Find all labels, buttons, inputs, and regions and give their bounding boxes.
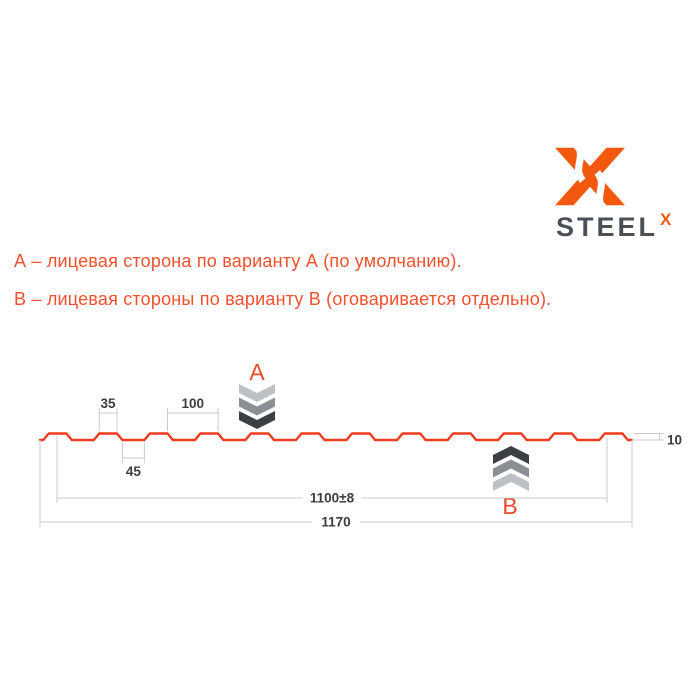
dimension-height: 10: [632, 433, 682, 448]
chevron-down-icon: [239, 411, 275, 429]
logo-brand-text: STEEL: [556, 212, 659, 242]
logo-s-cut-upper: [575, 147, 586, 183]
logo-s-cut-lower: [594, 170, 605, 206]
dimension-rib-base: 45: [121, 442, 145, 479]
logo-band-slash: [555, 147, 625, 206]
steelx-x-mark-icon: [555, 147, 625, 206]
side-a-label: A: [249, 359, 265, 385]
dimension-overall-width: 1170: [39, 440, 633, 530]
dimension-pitch-value: 100: [182, 396, 205, 411]
dimension-rib-top-value: 35: [100, 396, 116, 411]
dimension-working-width: 1100±8: [56, 436, 608, 506]
chevron-down-icon: [239, 397, 275, 416]
logo-brand-suffix: X: [660, 210, 672, 229]
dimension-pitch: 100: [167, 396, 219, 431]
dimension-working-width-value: 1100±8: [310, 491, 355, 506]
note-variant-b: В – лицевая стороны по варианту В (огова…: [14, 289, 552, 309]
note-variant-a: А – лицевая сторона по варианту А (по ум…: [14, 251, 462, 271]
sheet-profile-outline: [38, 432, 634, 442]
dimension-height-value: 10: [667, 433, 682, 448]
chevron-down-icon: [239, 384, 275, 402]
steelx-logo: STEEL X: [548, 144, 688, 249]
side-b-chevrons-icon: [493, 446, 529, 491]
logo-wordmark: STEEL X: [556, 210, 671, 243]
dimension-overall-width-value: 1170: [321, 515, 350, 530]
dimension-rib-base-value: 45: [126, 464, 142, 479]
dimension-rib-top: 35: [98, 396, 118, 431]
chevron-up-icon: [493, 446, 529, 464]
side-b-label: B: [502, 493, 517, 519]
side-a-chevrons-icon: [239, 384, 275, 429]
profile-drawing: A 35 100 10: [38, 359, 682, 530]
chevron-up-icon: [493, 473, 529, 491]
chevron-up-icon: [493, 459, 529, 478]
